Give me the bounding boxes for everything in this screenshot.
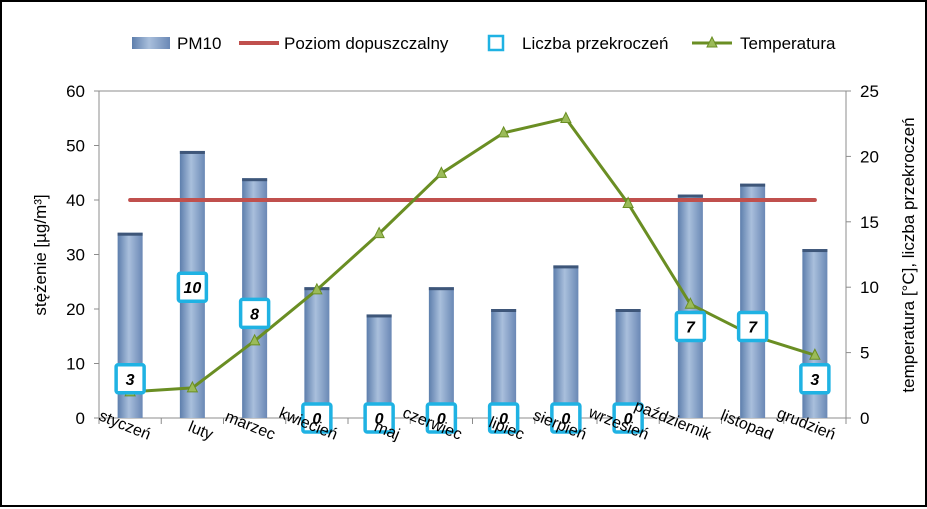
y-tick-label: 50	[66, 137, 85, 156]
bar-top	[242, 178, 268, 182]
exceedance-box	[176, 271, 209, 303]
y2-tick-label: 20	[860, 147, 879, 166]
bar	[304, 287, 330, 418]
exceedance-markers: 3 10 8 0 0 0 0 0 0 7 7 3	[114, 271, 831, 434]
temperature-point	[373, 226, 385, 239]
bar-top	[553, 265, 579, 269]
exceedance-box	[674, 310, 707, 343]
temperature-point	[311, 282, 323, 295]
exceedance-box	[550, 402, 582, 434]
exceedance-label: 3	[810, 372, 819, 389]
legend-label: PM10	[177, 34, 221, 53]
category-label: luty	[186, 419, 215, 444]
y-axis-title: stężenie [µg/m³]	[31, 194, 50, 315]
bar-top	[117, 232, 143, 236]
exceedance-box	[487, 402, 520, 434]
bar-top	[366, 314, 392, 318]
exceedance-label: 8	[250, 306, 259, 323]
legend-label: Liczba przekroczeń	[522, 34, 668, 53]
exceedance-box	[301, 402, 333, 434]
legend-swatch-box	[487, 34, 505, 52]
y-tick-label: 40	[66, 191, 85, 210]
y-tick-label: 20	[66, 300, 85, 319]
bar	[740, 183, 766, 418]
exceedance-label: 0	[624, 411, 633, 428]
bar-top	[491, 309, 517, 312]
temperature-point	[622, 196, 634, 208]
exceedance-box	[425, 402, 458, 434]
bar	[428, 287, 454, 418]
y-tick-label: 0	[76, 409, 85, 428]
bar	[615, 309, 641, 418]
exceedance-box	[799, 363, 831, 395]
temperature-point	[248, 333, 261, 346]
exceedance-label: 0	[499, 411, 508, 428]
temperature-point	[684, 297, 697, 309]
exceedance-label: 3	[126, 372, 135, 389]
exceedance-label: 0	[375, 411, 384, 428]
exceedance-label: 10	[183, 280, 201, 297]
temperature-point	[560, 111, 572, 123]
legend-swatch-bar	[132, 37, 170, 49]
exceedance-label: 0	[561, 411, 570, 428]
exceedance-label: 0	[312, 411, 321, 428]
y-tick-label: 30	[66, 246, 85, 265]
temperature-point	[497, 125, 510, 138]
legend-label: Poziom dopuszczalny	[284, 34, 449, 53]
y2-axis-title: temperatura [°C], liczba przekroczeń	[899, 117, 918, 392]
bar-top	[428, 287, 454, 291]
exceedance-box	[114, 363, 146, 395]
bar-top	[740, 183, 766, 187]
bar	[553, 265, 579, 418]
bar-top	[677, 194, 703, 198]
y2-tick-label: 15	[860, 213, 879, 232]
y-tick-label: 60	[66, 82, 85, 101]
exceedance-box	[736, 310, 769, 343]
temperature-point	[809, 348, 821, 360]
bar	[366, 314, 392, 418]
exceedance-label: 0	[437, 411, 446, 428]
exceedance-box	[612, 402, 644, 434]
temperature-point	[435, 166, 448, 178]
temperature-line	[124, 111, 821, 397]
y2-tick-label: 25	[860, 82, 879, 101]
plot-area	[98, 90, 847, 419]
legend-label: Temperatura	[740, 34, 836, 53]
temperature-polyline	[130, 116, 816, 394]
exceedance-box	[363, 402, 395, 434]
y2-tick-label: 0	[860, 409, 869, 428]
exceedance-box	[238, 297, 271, 330]
exceedance-label: 7	[686, 319, 696, 336]
bar-top	[179, 150, 205, 154]
exceedance-label: 7	[748, 319, 758, 336]
temperature-point	[186, 380, 199, 393]
category-label: maj	[372, 418, 402, 443]
y2-tick-label: 10	[860, 278, 879, 297]
bar-top	[802, 249, 828, 253]
legend-swatch-triangle	[706, 35, 718, 48]
y-tick-label: 10	[66, 355, 85, 374]
bar-top	[615, 309, 641, 312]
y2-tick-label: 5	[860, 344, 869, 363]
legend: PM10 Poziom dopuszczalny Liczba przekrocze…	[132, 34, 836, 53]
bar	[491, 309, 517, 418]
